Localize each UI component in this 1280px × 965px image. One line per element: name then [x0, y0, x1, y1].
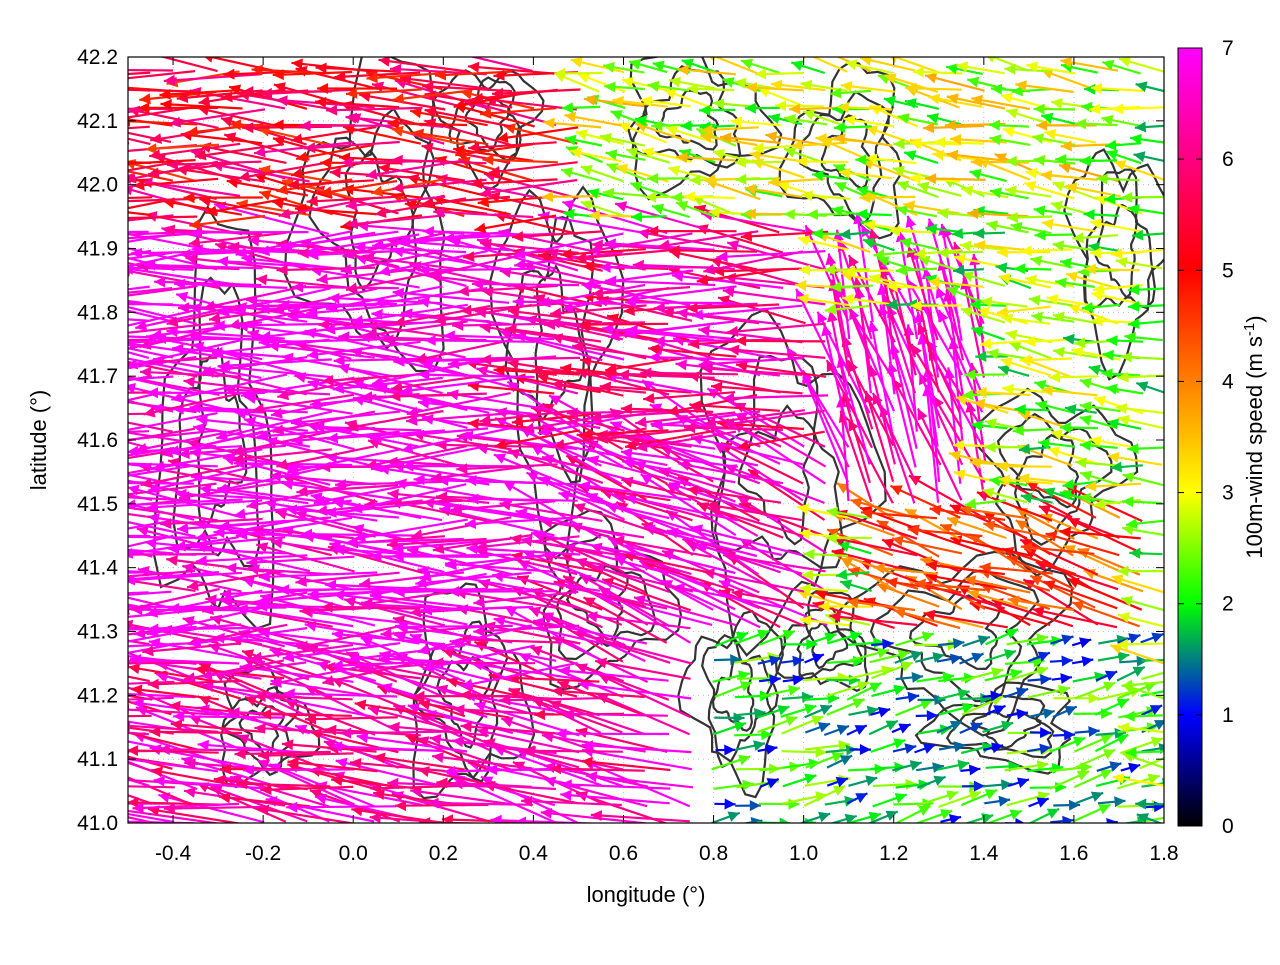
colorbar-tick-label: 3: [1222, 482, 1234, 505]
x-tick-label: 0.2: [429, 842, 458, 865]
x-tick-label: -0.4: [155, 842, 192, 865]
wind-vector: [16, 646, 129, 658]
x-axis-title: longitude (°): [587, 882, 706, 907]
wind-vector: [28, 222, 127, 233]
y-tick-label: 41.9: [77, 238, 118, 261]
wind-vector: [26, 711, 128, 722]
y-tick-label: 41.2: [77, 684, 118, 707]
y-tick-label: 41.5: [77, 493, 118, 516]
y-tick-label: 42.1: [77, 110, 118, 133]
x-tick-label: 1.8: [1149, 842, 1178, 865]
y-tick-label: 41.4: [77, 557, 118, 580]
y-tick-label: 41.7: [77, 365, 118, 388]
colorbar-tick-label: 2: [1222, 593, 1234, 616]
x-tick-label: 0.8: [699, 842, 728, 865]
wind-vector: [35, 732, 129, 743]
y-tick-label: 41.0: [77, 812, 118, 835]
x-tick-label: 0.0: [339, 842, 368, 865]
wind-vector: [53, 88, 127, 99]
y-tick-label: 42.2: [77, 46, 118, 69]
wind-vector: [39, 202, 128, 215]
wind-vector: [31, 779, 127, 790]
wind-vector: [14, 536, 127, 550]
wind-vector: [47, 141, 128, 162]
colorbar-tick-label: 6: [1222, 148, 1234, 171]
wind-vector: [38, 790, 128, 804]
y-tick-label: 41.3: [77, 621, 118, 644]
colorbar-tick-label: 5: [1222, 259, 1234, 282]
wind-vector: [47, 143, 130, 157]
wind-vector: [32, 653, 127, 681]
y-tick-label: 42.0: [77, 174, 118, 197]
y-axis-title: latitude (°): [26, 390, 51, 491]
x-tick-label: 0.6: [609, 842, 638, 865]
y-tick-label: 41.8: [77, 301, 118, 324]
x-tick-label: 0.4: [519, 842, 549, 865]
colorbar: [1178, 48, 1202, 826]
colorbar-tick-label: 1: [1222, 704, 1234, 727]
wind-vector: [13, 576, 128, 606]
y-tick-label: 41.6: [77, 429, 118, 452]
wind-vector: [46, 84, 127, 107]
wind-vector: [25, 333, 127, 344]
x-tick-label: 1.2: [879, 842, 908, 865]
y-tick-label: 41.1: [77, 748, 118, 771]
colorbar-tick-label: 4: [1222, 370, 1234, 393]
colorbar-title: 100m-wind speed (m s-1): [1241, 315, 1267, 558]
x-tick-label: 1.4: [969, 842, 999, 865]
x-tick-label: 1.6: [1059, 842, 1088, 865]
x-tick-label: 1.0: [789, 842, 818, 865]
colorbar-tick-label: 7: [1222, 37, 1234, 60]
colorbar-tick-label: 0: [1222, 815, 1234, 838]
x-tick-label: -0.2: [245, 842, 281, 865]
wind-vector: [18, 261, 130, 285]
